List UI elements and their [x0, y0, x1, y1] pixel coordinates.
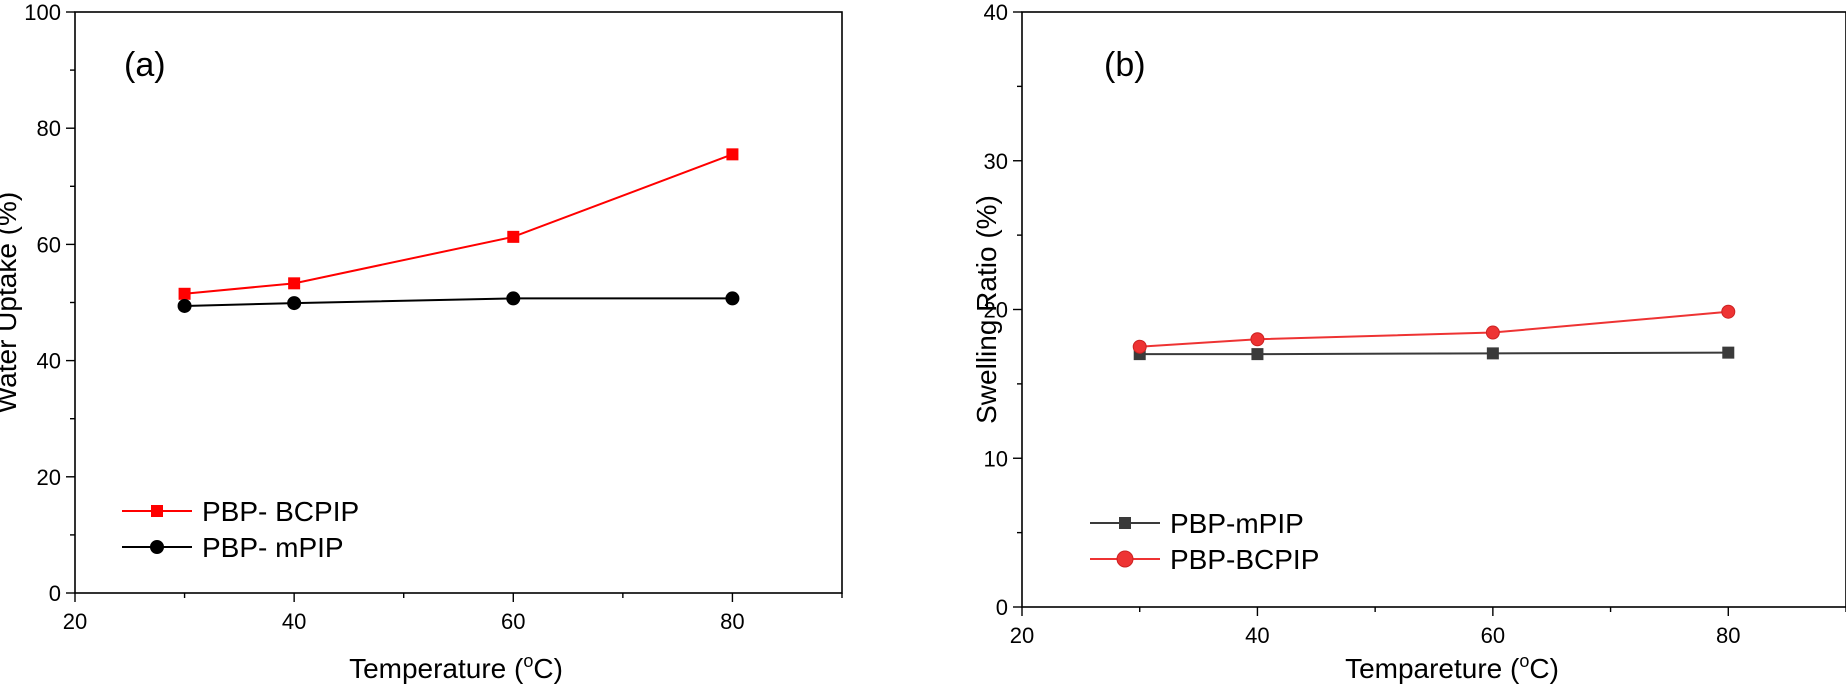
- legend-marker: [150, 540, 164, 554]
- panel-label: (b): [1104, 46, 1146, 84]
- x-axis-label: Temperature (oC): [349, 651, 563, 684]
- data-point: [288, 277, 301, 290]
- legend-entry: PBP-BCPIP: [1090, 544, 1319, 575]
- legend-label: PBP- BCPIP: [202, 496, 359, 527]
- legend-entry: PBP- BCPIP: [122, 496, 359, 527]
- series-line: [1139, 310, 1729, 348]
- series-line: [1139, 351, 1729, 356]
- legend-marker: [1119, 517, 1131, 529]
- y-axis-label: Water Uptake (%): [0, 192, 22, 413]
- y-tick-label: 20: [37, 465, 61, 490]
- y-tick-label: 40: [37, 349, 61, 374]
- data-point: [726, 148, 739, 161]
- x-tick-label: 60: [501, 609, 525, 634]
- series-pbp-mpip: [1133, 346, 1735, 361]
- data-point: [1486, 347, 1499, 360]
- series-line: [184, 153, 733, 295]
- y-tick-label: 20: [984, 298, 1008, 323]
- data-point: [1251, 348, 1264, 361]
- legend-label: PBP-BCPIP: [1170, 544, 1319, 575]
- data-point: [177, 298, 192, 313]
- x-tick-label: 20: [1010, 623, 1034, 648]
- legend-label: PBP-mPIP: [1170, 508, 1304, 539]
- chart-panel-b: 20 40 60 80 0 10 20 30 40 (b) Tempareture (oC) Swel…: [971, 0, 1846, 684]
- legend-label: PBP- mPIP: [202, 532, 344, 563]
- data-point: [1250, 332, 1265, 347]
- x-tick-label: 80: [720, 609, 744, 634]
- y-tick-label: 40: [984, 0, 1008, 25]
- legend-entry: PBP-mPIP: [1090, 508, 1304, 539]
- y-tick-label: 30: [984, 149, 1008, 174]
- data-point: [1721, 304, 1736, 319]
- panel-label: (a): [124, 46, 166, 84]
- data-point: [1132, 339, 1147, 354]
- x-tick-label: 40: [1245, 623, 1269, 648]
- data-point: [506, 291, 521, 306]
- x-tick-label: 20: [63, 609, 87, 634]
- y-tick-label: 0: [49, 581, 61, 606]
- series-line: [184, 297, 733, 307]
- legend-marker: [1116, 550, 1134, 568]
- data-point: [507, 230, 520, 243]
- y-tick-label: 80: [37, 116, 61, 141]
- data-point: [1485, 325, 1500, 340]
- legend-marker: [151, 505, 163, 517]
- legend-entry: PBP- mPIP: [122, 532, 344, 563]
- y-tick-label: 60: [37, 232, 61, 257]
- y-tick-label: 100: [24, 0, 61, 25]
- x-tick-label: 80: [1716, 623, 1740, 648]
- series-pbp-bcpip: [1132, 304, 1736, 354]
- y-axis-label: Swelling Ratio (%): [971, 195, 1002, 424]
- y-tick-label: 0: [996, 595, 1008, 620]
- data-point: [1722, 346, 1735, 359]
- y-tick-label: 10: [984, 446, 1008, 471]
- x-axis-label: Tempareture (oC): [1345, 651, 1559, 684]
- data-point: [287, 296, 302, 311]
- data-point: [178, 287, 191, 300]
- series-pbp-mpip: [177, 291, 740, 313]
- x-tick-label: 40: [282, 609, 306, 634]
- series-pbp-bcpip: [178, 148, 739, 300]
- data-point: [725, 291, 740, 306]
- x-tick-label: 60: [1481, 623, 1505, 648]
